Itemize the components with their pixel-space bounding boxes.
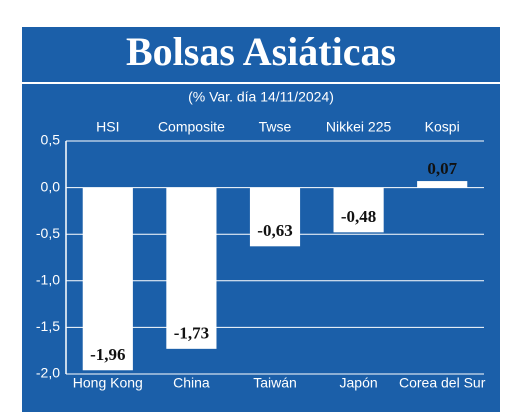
chart-subtitle: (% Var. día 14/11/2024)	[188, 89, 334, 105]
y-tick-label: 0,0	[41, 178, 61, 194]
index-label: Nikkei 225	[326, 119, 392, 135]
y-tick-label: -1,0	[36, 272, 60, 288]
value-label: -0,63	[257, 221, 292, 240]
x-tick-label: Corea del Sur	[399, 375, 486, 391]
bar	[166, 187, 217, 349]
x-tick-label: Japón	[340, 375, 378, 391]
y-tick-label: 0,5	[41, 132, 61, 148]
value-label: -1,96	[90, 345, 125, 364]
value-label: 0,07	[427, 159, 457, 178]
y-tick-label: -2,0	[36, 365, 60, 381]
bar	[82, 187, 133, 371]
value-label: -1,73	[174, 324, 209, 343]
y-tick-label: -1,5	[36, 318, 60, 334]
x-tick-label: China	[173, 375, 210, 391]
x-tick-label: Hong Kong	[73, 375, 143, 391]
value-label: -0,48	[341, 207, 376, 226]
x-tick-label: Taiwán	[253, 375, 297, 391]
bar	[333, 187, 384, 233]
y-tick-label: -0,5	[36, 225, 60, 241]
index-label: Twse	[259, 119, 292, 135]
index-label: Composite	[158, 119, 225, 135]
index-label: HSI	[96, 119, 119, 135]
bar	[249, 187, 301, 247]
index-label: Kospi	[425, 119, 460, 135]
bar	[417, 181, 468, 188]
chart-title: Bolsas Asiáticas	[126, 29, 396, 74]
